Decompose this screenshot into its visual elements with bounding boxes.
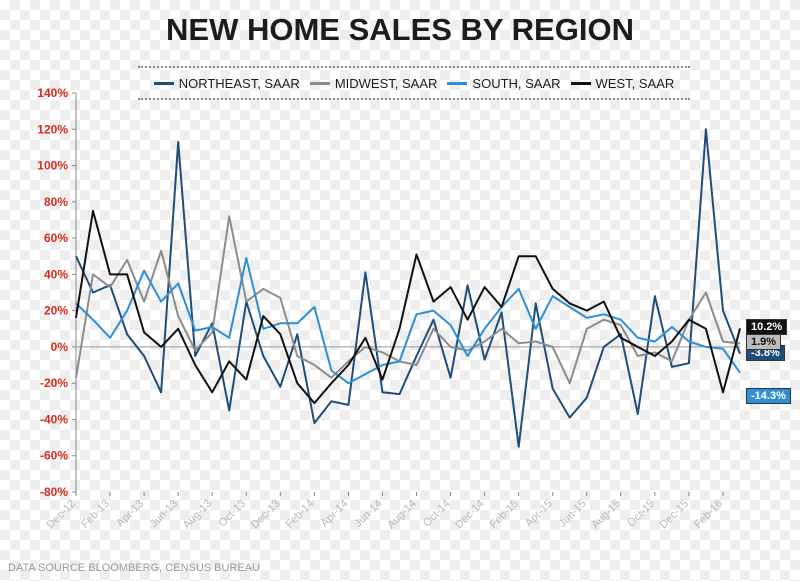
x-tick-label: Dec-15 [657, 498, 691, 532]
x-tick-label: Jun-15 [557, 498, 589, 530]
y-tick-label: 120% [37, 122, 68, 136]
series-line-northeast [75, 128, 741, 448]
x-tick-label: Jun-13 [148, 498, 180, 530]
y-tick-label: 20% [44, 304, 68, 318]
end-label-midwest: 1.9% [746, 334, 782, 351]
legend-swatch-northeast [153, 81, 174, 85]
x-tick-label: Dec-14 [453, 498, 487, 532]
chart-title: NEW HOME SALES BY REGION [166, 12, 634, 47]
x-tick-label: Dec-13 [249, 498, 283, 532]
y-tick-label: 60% [44, 231, 68, 245]
legend-item-northeast: NORTHEAST, SAAR [153, 75, 300, 91]
x-tick-label: Feb-13 [79, 498, 112, 531]
x-tick-label: Feb-14 [283, 498, 316, 531]
legend-label-west: WEST, SAAR [595, 75, 675, 91]
series-line-south [75, 257, 741, 385]
legend-item-midwest: MIDWEST, SAAR [309, 75, 438, 91]
legend-swatch-midwest [309, 81, 330, 85]
legend-label-northeast: NORTHEAST, SAAR [178, 75, 300, 91]
y-tick-label: 140% [37, 86, 68, 100]
y-tick-label: 100% [37, 159, 68, 173]
x-tick-label: Aug-14 [385, 498, 419, 532]
data-source-note: DATA SOURCE BLOOMBERG, CENSUS BUREAU [8, 562, 261, 574]
x-tick-label: Dec-12 [45, 498, 79, 532]
series-line-midwest [75, 215, 741, 385]
x-tick-label: Oct-13 [217, 498, 249, 530]
y-tick-label: -20% [40, 376, 68, 390]
x-tick-label: Feb-16 [692, 498, 725, 531]
x-tick-label: Aug-15 [589, 498, 623, 532]
y-tick-label: 40% [44, 267, 68, 281]
end-label-west: 10.2% [746, 319, 788, 336]
end-label-south: -14.3% [746, 387, 791, 404]
y-tick-label: -60% [40, 449, 68, 463]
chart-legend: NORTHEAST, SAAR MIDWEST, SAAR SOUTH, SAA… [138, 66, 690, 100]
y-tick-label: -80% [40, 485, 68, 499]
x-tick-label: Apr-13 [114, 498, 146, 530]
x-tick-label: Apr-15 [523, 498, 555, 530]
legend-swatch-south [447, 81, 468, 85]
x-tick-label: Aug-13 [181, 498, 215, 532]
x-tick-label: Feb-15 [488, 498, 521, 531]
series-line-west [75, 209, 741, 405]
x-tick-label: Oct-14 [421, 498, 453, 530]
x-tick-label: Jun-14 [352, 498, 384, 530]
legend-swatch-west [570, 81, 591, 85]
legend-label-south: SOUTH, SAAR [472, 75, 561, 91]
y-tick-label: 0% [51, 340, 69, 354]
y-tick-label: -40% [40, 412, 68, 426]
x-tick-label: Apr-14 [319, 498, 351, 530]
y-tick-label: 80% [44, 195, 68, 209]
legend-label-midwest: MIDWEST, SAAR [334, 75, 438, 91]
x-tick-label: Oct-15 [625, 498, 657, 530]
legend-item-south: SOUTH, SAAR [447, 75, 561, 91]
legend-item-west: WEST, SAAR [570, 75, 675, 91]
